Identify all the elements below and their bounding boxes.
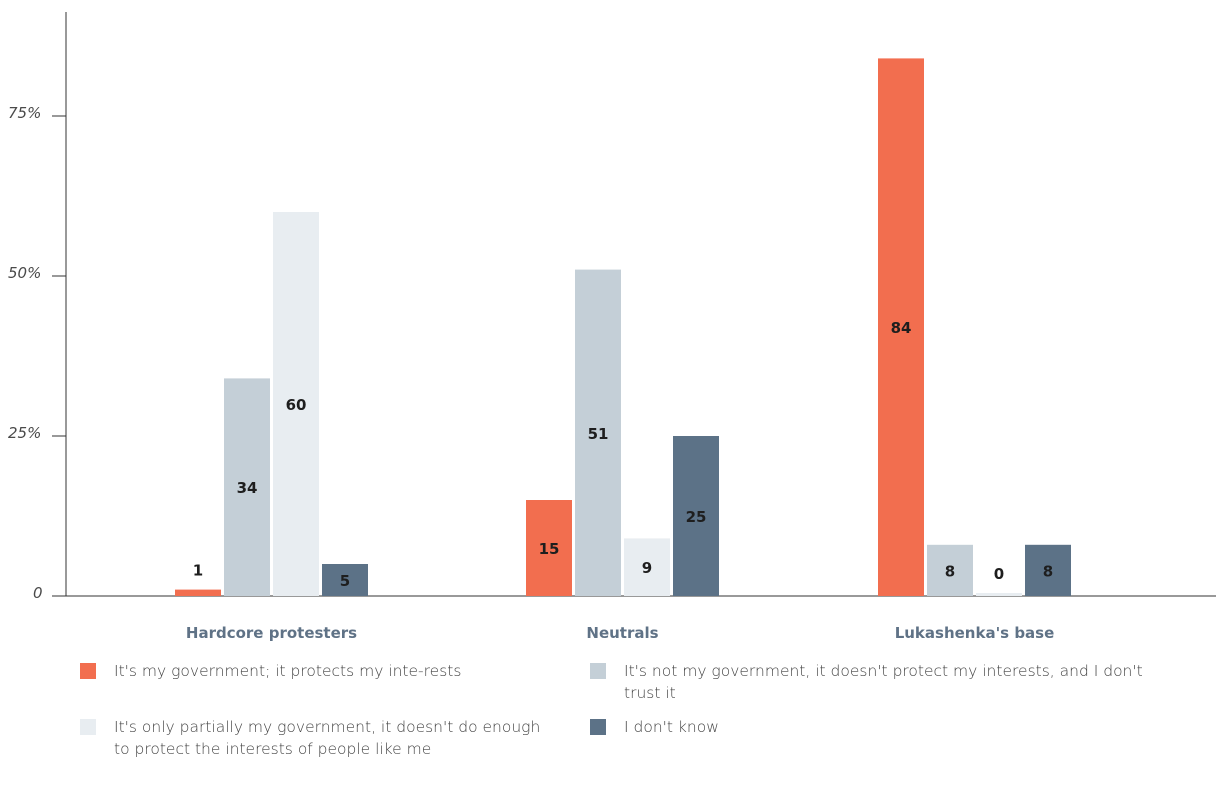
data-label: 9 (642, 559, 652, 577)
data-label: 15 (539, 540, 560, 558)
legend-label-partially-my-government: It's only partially my government, it do… (114, 718, 541, 758)
legend-label-my-government: It's my government; it protects my inte-… (114, 662, 462, 680)
bar-lukashenka-s-base-0 (878, 58, 924, 596)
bar-chart: 0 25% 50% 75% 1 34 60 5 Hardcore protesters 15 51 9… (8, 12, 1216, 642)
bar-neutrals-0 (526, 500, 572, 596)
bar-hardcore-protesters-1 (224, 378, 270, 596)
legend-label-dont-know: I don't know (624, 718, 719, 736)
data-label: 5 (340, 572, 350, 590)
bar-hardcore-protesters-0 (175, 589, 221, 596)
legend-swatch-dont-know (590, 719, 606, 735)
legend-swatch-my-government (80, 663, 96, 679)
bar-lukashenka-s-base-1 (927, 544, 973, 596)
bar-lukashenka-s-base-2 (976, 593, 1022, 596)
category-label: Neutrals (586, 624, 658, 642)
data-label: 51 (588, 425, 609, 443)
y-tick-label: 0 (33, 584, 43, 602)
data-label: 1 (193, 562, 203, 580)
bar-neutrals-1 (575, 269, 621, 596)
bar-hardcore-protesters-3 (322, 564, 368, 596)
legend-item-my-government: It's my government; it protects my inte-… (80, 660, 500, 682)
legend-swatch-not-my-government (590, 663, 606, 679)
y-tick-label: 75% (8, 104, 41, 122)
data-label: 34 (237, 479, 258, 497)
data-label: 8 (945, 562, 955, 580)
category-label: Lukashenka's base (895, 624, 1055, 642)
legend-swatch-partially-my-government (80, 719, 96, 735)
legend-item-partially-my-government: It's only partially my government, it do… (80, 716, 560, 760)
y-tick-label: 50% (8, 264, 41, 282)
legend-item-not-my-government: It's not my government, it doesn't prote… (590, 660, 1180, 704)
data-label: 0 (994, 565, 1004, 583)
y-tick-label: 25% (8, 424, 41, 442)
bar-neutrals-3 (673, 436, 719, 596)
category-label: Hardcore protesters (186, 624, 357, 642)
legend-label-not-my-government: It's not my government, it doesn't prote… (624, 662, 1143, 702)
data-label: 84 (891, 319, 912, 337)
data-label: 8 (1043, 562, 1053, 580)
data-label: 25 (686, 508, 707, 526)
data-label: 60 (286, 396, 307, 414)
bar-hardcore-protesters-2 (273, 212, 319, 596)
legend-item-dont-know: I don't know (590, 716, 1180, 738)
bar-neutrals-2 (624, 538, 670, 596)
bar-lukashenka-s-base-3 (1025, 544, 1071, 596)
